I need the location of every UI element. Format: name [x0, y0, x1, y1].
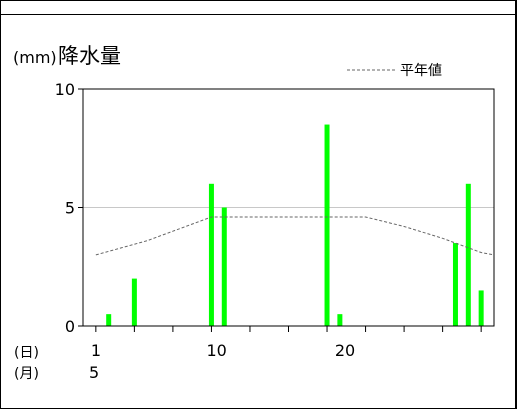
x-tick-label-10: 10: [206, 341, 226, 360]
bar-day-4: [131, 278, 137, 326]
normal-line: [95, 216, 495, 256]
month-value: 5: [89, 363, 99, 382]
bar-day-30: [465, 183, 471, 326]
x-day-label: (日): [14, 345, 39, 361]
y-tick-label-5: 5: [65, 199, 75, 218]
chart-title: 降水量: [58, 44, 121, 68]
legend-label: 平年値: [400, 63, 442, 79]
bar-day-2: [106, 314, 112, 326]
bar-day-11: [221, 207, 227, 326]
bar-day-19: [324, 124, 330, 326]
bar-day-31: [478, 290, 484, 326]
bars-layer: [106, 124, 484, 326]
panel-top-strip: [1, 1, 515, 15]
bar-day-10: [208, 183, 214, 326]
ticks-layer: 0 5 10 1 10 20: [55, 80, 482, 360]
bar-day-29: [452, 243, 458, 326]
x-tick-label-1: 1: [91, 341, 101, 360]
unit-label: (mm): [13, 48, 57, 67]
x-month-label: (月): [14, 366, 39, 382]
x-tick-label-20: 20: [335, 341, 355, 360]
bar-day-20: [337, 314, 343, 326]
y-tick-label-10: 10: [55, 80, 75, 99]
y-tick-label-0: 0: [65, 317, 75, 336]
normal-line-layer: [95, 216, 495, 256]
